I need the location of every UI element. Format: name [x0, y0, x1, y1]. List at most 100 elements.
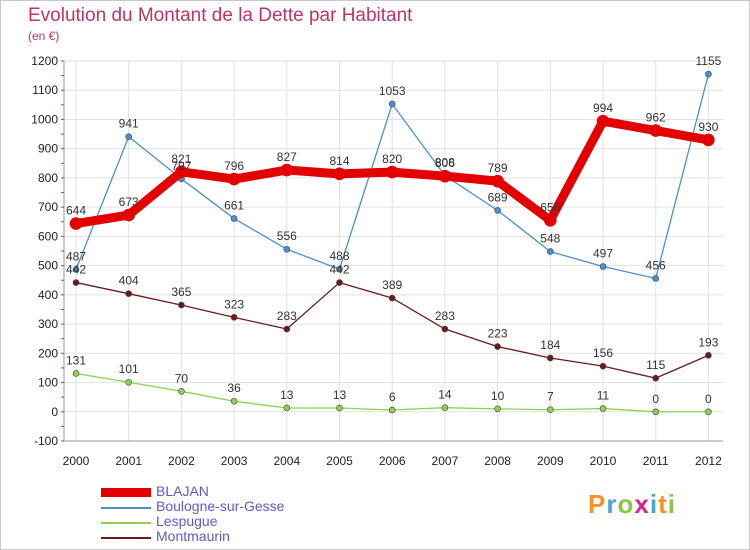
data-point-2	[388, 406, 396, 414]
data-label-3: 283	[277, 309, 297, 323]
data-label-2: 13	[333, 388, 347, 402]
data-label-0: 789	[488, 161, 508, 175]
data-label-2: 36	[227, 381, 241, 395]
data-label-0: 796	[224, 159, 244, 173]
legend-label: Lespugue	[156, 513, 218, 529]
x-tick-label: 2004	[273, 454, 300, 468]
data-point-0	[596, 114, 610, 128]
data-label-0: 806	[435, 156, 455, 170]
data-point-3	[336, 279, 343, 286]
data-point-1	[599, 263, 607, 270]
legend-item: Montmaurin	[101, 528, 361, 545]
x-tick-label: 2002	[168, 454, 195, 468]
data-point-3	[494, 343, 501, 350]
legend-label: BLAJAN	[156, 483, 209, 499]
data-point-3	[72, 279, 80, 286]
data-label-0: 644	[66, 204, 86, 218]
data-label-0: 655	[540, 200, 560, 214]
data-point-1	[72, 266, 80, 273]
x-tick-label: 2006	[379, 454, 406, 468]
data-point-1	[283, 245, 291, 253]
data-label-3: 193	[698, 335, 718, 349]
data-point-1	[230, 215, 238, 222]
x-tick-label: 2011	[643, 454, 669, 468]
y-tick-label: 1000	[31, 112, 58, 126]
data-label-1: 488	[329, 249, 349, 263]
data-point-0	[280, 163, 294, 177]
data-label-0: 673	[119, 195, 139, 209]
axes: -100010020030040050060070080090010001100…	[31, 54, 723, 468]
data-point-3	[388, 294, 396, 302]
legend-swatch	[101, 488, 151, 497]
y-tick-label: 1100	[32, 83, 58, 97]
data-point-0	[702, 133, 715, 147]
x-tick-label: 2009	[537, 454, 564, 468]
data-label-1: 487	[66, 249, 86, 263]
data-point-3	[125, 290, 132, 297]
data-label-2: 101	[119, 362, 139, 376]
legend-swatch	[101, 536, 151, 539]
data-label-1: 689	[488, 190, 508, 204]
data-point-3	[705, 352, 712, 359]
data-label-1: 797	[171, 159, 191, 173]
data-label-2: 7	[547, 390, 554, 404]
data-label-3: 389	[382, 278, 402, 292]
data-point-0	[649, 124, 663, 137]
data-point-2	[599, 405, 607, 412]
y-tick-label: -100	[34, 434, 58, 448]
y-tick-label: 200	[38, 346, 58, 360]
legend-swatch	[101, 521, 151, 524]
y-tick-label: 100	[38, 376, 58, 390]
data-point-2	[125, 378, 132, 386]
data-label-2: 0	[705, 392, 712, 406]
data-label-3: 115	[646, 358, 665, 372]
data-point-1	[388, 100, 396, 108]
data-point-0	[438, 169, 452, 183]
data-point-2	[705, 408, 712, 416]
data-label-1: 1053	[379, 84, 406, 98]
data-label-0: 814	[329, 154, 349, 168]
data-point-3	[546, 354, 554, 362]
data-label-1: 1155	[695, 54, 721, 68]
data-point-2	[230, 397, 238, 405]
data-label-3: 404	[119, 274, 139, 288]
data-point-1	[494, 207, 501, 214]
data-label-3: 365	[171, 285, 191, 299]
chart-title: Evolution du Montant de la Dette par Hab…	[28, 5, 413, 26]
data-label-2: 70	[175, 371, 189, 385]
data-point-3	[599, 362, 607, 370]
data-point-0	[491, 174, 504, 188]
data-point-0	[385, 165, 399, 179]
x-tick-label: 2005	[326, 454, 353, 468]
legend-swatch	[101, 506, 151, 509]
x-tick-label: 2008	[484, 454, 511, 468]
data-label-2: 0	[652, 392, 659, 406]
data-point-3	[652, 374, 660, 382]
data-point-3	[230, 314, 238, 321]
data-label-2: 14	[438, 388, 452, 402]
data-label-3: 323	[224, 297, 244, 311]
y-tick-label: 500	[38, 259, 58, 273]
data-point-2	[494, 405, 501, 413]
legend-label: Boulogne-sur-Gesse	[156, 498, 285, 514]
data-point-0	[69, 217, 83, 230]
data-label-1: 548	[540, 232, 560, 246]
x-tick-label: 2012	[695, 454, 722, 468]
y-tick-label: 0	[51, 405, 58, 419]
x-tick-label: 2003	[221, 454, 248, 468]
grid	[64, 60, 723, 442]
data-label-3: 184	[540, 338, 560, 352]
x-tick-label: 2001	[115, 454, 142, 468]
data-label-0: 827	[277, 150, 297, 164]
data-point-2	[546, 406, 554, 414]
y-tick-label: 700	[38, 200, 58, 214]
data-point-1	[705, 70, 712, 78]
data-label-1: 808	[435, 156, 455, 170]
data-point-3	[178, 301, 185, 309]
data-label-0: 962	[646, 111, 666, 125]
data-point-2	[336, 404, 343, 412]
data-point-2	[72, 370, 80, 377]
y-tick-label: 300	[38, 317, 58, 331]
data-label-0: 820	[382, 152, 402, 166]
